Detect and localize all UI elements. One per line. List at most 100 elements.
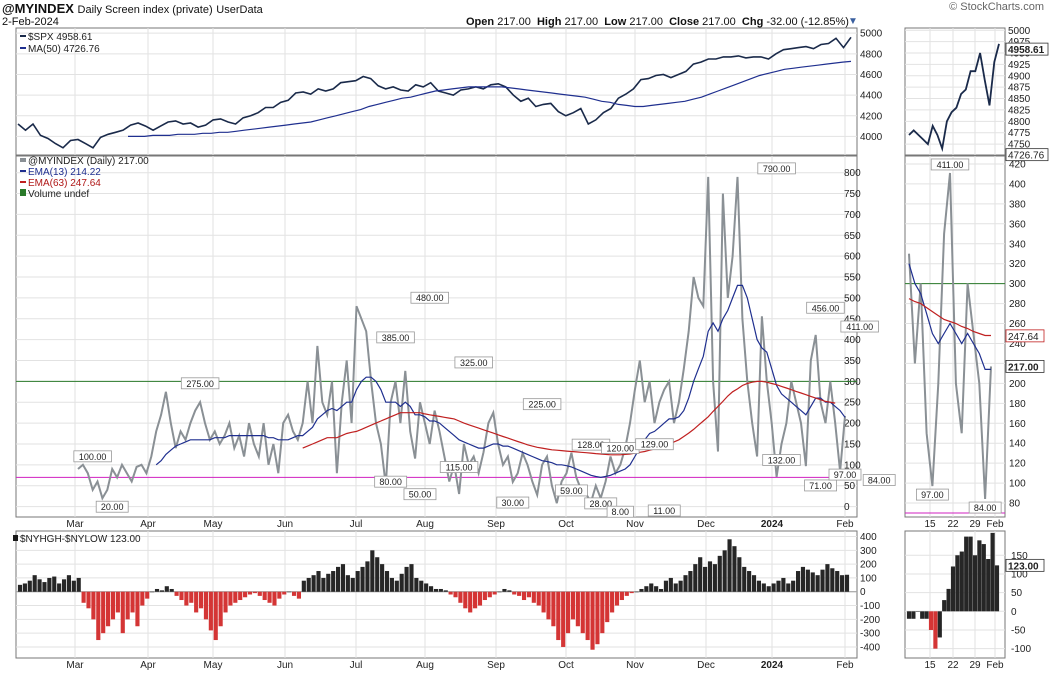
data-label-box <box>403 488 437 501</box>
hilo-bar <box>287 591 292 593</box>
hilo-bar <box>443 590 448 592</box>
x-tick-label: May <box>204 519 223 530</box>
chart-date: 2-Feb-2024 <box>2 16 59 28</box>
hilo-bar <box>218 591 223 627</box>
symbol-description: Daily Screen index (private) <box>77 4 213 16</box>
chevron-down-icon[interactable]: ▼ <box>848 16 858 27</box>
zoom-hilo-bar <box>937 611 942 638</box>
hilo-bar <box>565 591 571 634</box>
data-label: 275.00 <box>180 377 220 390</box>
series-line-ma-50- <box>128 60 852 137</box>
data-label: 225.00 <box>522 398 562 411</box>
zoom-hilo-bar <box>911 611 916 619</box>
price-tick-label: 4400 <box>860 91 883 102</box>
hilo-tick-label: -400 <box>860 642 880 653</box>
hilo-bar <box>96 591 101 641</box>
hilo-bar <box>507 590 512 592</box>
low-label: Low <box>604 16 627 28</box>
data-label-box <box>522 398 562 411</box>
hilo-bar <box>32 575 37 592</box>
zoom-price-tick-label: 4800 <box>1008 117 1031 128</box>
hilo-bar <box>101 591 106 634</box>
data-label-text: 20.00 <box>101 502 124 512</box>
hilo-bar <box>311 575 316 592</box>
zoom-index-tick-label: 260 <box>1009 319 1026 330</box>
x-tick-label: Apr <box>140 660 156 671</box>
hilo-bar <box>761 583 766 592</box>
data-label-box <box>410 291 449 304</box>
symbol-title: @MYINDEX Daily Screen index (private) Us… <box>2 1 263 16</box>
hilo-bar <box>159 590 164 592</box>
data-label-box <box>95 500 129 513</box>
index-tick-label: 0 <box>844 502 850 513</box>
zoom-hilo-bar <box>959 551 964 612</box>
hilo-bar <box>791 580 796 592</box>
hilo-bar <box>194 591 199 613</box>
x-tick-label: Nov <box>626 519 644 530</box>
hilo-bar <box>844 574 850 592</box>
hilo-tick-label: 300 <box>860 546 877 557</box>
hilo-bar <box>174 591 179 596</box>
legend-entry: EMA(63) 247.64 <box>28 178 101 189</box>
data-label-box <box>496 496 530 509</box>
data-label-box <box>806 301 845 314</box>
data-label-text: 325.00 <box>460 358 488 368</box>
zoom-index-tick-label: 420 <box>1009 159 1026 170</box>
index-tick-label: 200 <box>844 419 861 430</box>
x-tick-label: Dec <box>697 660 715 671</box>
data-label-box <box>757 162 796 175</box>
hilo-bar <box>551 591 556 627</box>
hilo-bar <box>306 577 311 592</box>
legend-entry: $NYHGH-$NYLOW 123.00 <box>20 534 141 545</box>
hilo-bar <box>766 586 771 592</box>
series-line-ema-63- <box>302 380 836 456</box>
legend-swatch <box>13 535 18 541</box>
zoom-x-tick-label: 22 <box>947 660 959 671</box>
series-line--spx <box>17 36 852 149</box>
hilo-bar <box>66 575 72 592</box>
price-tick-label: 4600 <box>860 70 883 81</box>
zoom-x-tick-label: 15 <box>924 519 936 530</box>
hilo-bar <box>497 591 502 593</box>
zoom-price-tick-label: 4850 <box>1008 94 1031 105</box>
hilo-bar <box>448 591 453 595</box>
index-tick-label: 350 <box>844 356 861 367</box>
index-tick-label: 700 <box>844 210 861 221</box>
hilo-bar <box>145 591 150 599</box>
data-label-text: 84.00 <box>868 476 891 486</box>
data-label-text: 50.00 <box>409 490 432 500</box>
zoom-hilo-tick-label: 150 <box>1011 551 1028 562</box>
index-tick-label: 750 <box>844 189 861 200</box>
zoom-price-tick-label: 4825 <box>1008 105 1031 116</box>
hilo-bar <box>321 577 326 592</box>
hilo-bar <box>140 591 145 606</box>
hilo-bar <box>164 586 169 592</box>
hilo-bar <box>399 573 404 592</box>
zoom-hilo-bar <box>915 611 920 612</box>
hilo-bar <box>678 580 683 592</box>
hilo-bar <box>644 586 649 592</box>
hilo-bar <box>438 588 443 592</box>
hilo-bar <box>595 591 600 645</box>
hilo-bar <box>277 591 282 599</box>
hilo-bar <box>355 571 360 592</box>
low-value: 217.00 <box>629 16 663 28</box>
hilo-bar <box>732 546 737 592</box>
zoom-ema63-line <box>908 298 991 337</box>
data-label-box <box>454 356 493 369</box>
hilo-bar <box>649 583 654 592</box>
zoom-price-tick-label: 4875 <box>1008 83 1031 94</box>
zoom-hilo-bar <box>928 611 934 630</box>
data-label-text: 480.00 <box>416 293 444 303</box>
data-label-text: 8.00 <box>612 507 630 517</box>
zoom-hilo-bar <box>906 611 912 619</box>
hilo-bar <box>585 591 590 641</box>
hilo-tick-label: 200 <box>860 560 877 571</box>
last-value-box <box>1005 148 1049 162</box>
hilo-bar <box>37 579 42 592</box>
hilo-bar <box>575 591 580 627</box>
x-tick-label: Feb <box>836 519 854 530</box>
zoom-index-tick-label: 140 <box>1009 439 1026 450</box>
data-label-text: 275.00 <box>186 379 214 389</box>
index-tick-label: 800 <box>844 168 861 179</box>
